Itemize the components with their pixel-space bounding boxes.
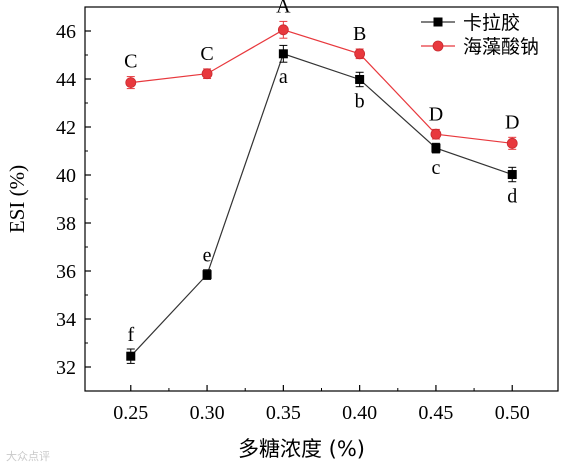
data-point <box>125 77 137 88</box>
x-tick-label: 0.40 <box>342 402 377 424</box>
data-label: C <box>124 51 137 73</box>
data-point <box>126 351 136 361</box>
data-label: b <box>355 91 365 113</box>
y-tick-label: 36 <box>56 261 76 283</box>
legend-label: 卡拉胶 <box>463 12 520 34</box>
x-axis-label: 多糖浓度 (%) <box>238 437 365 461</box>
y-tick-label: 44 <box>56 69 76 91</box>
watermark: 大众点评 <box>6 450 50 463</box>
series-line <box>130 29 513 144</box>
y-tick-label: 40 <box>56 165 76 187</box>
data-label: D <box>505 111 519 133</box>
x-tick-label: 0.30 <box>190 402 225 424</box>
x-tick-label: 0.25 <box>113 402 148 424</box>
plot-area: f e a b c d C C A B D D <box>124 0 519 364</box>
data-point <box>430 128 442 140</box>
data-point <box>507 170 517 180</box>
data-label: C <box>200 43 213 65</box>
x-tick-label: 0.35 <box>266 402 301 424</box>
data-label: a <box>279 66 288 88</box>
series-line <box>130 53 513 357</box>
y-tick-label: 32 <box>56 357 76 379</box>
y-tick-label: 42 <box>56 117 76 139</box>
data-point <box>201 68 213 80</box>
data-point <box>202 270 212 280</box>
y-tick-label: 46 <box>56 21 76 43</box>
legend-marker <box>432 40 444 52</box>
axes: 32 34 36 38 40 42 44 46 0.25 0.30 0.35 0.40 0.45 0.50… <box>5 6 559 461</box>
x-tick-label: 0.50 <box>495 402 530 424</box>
y-tick-label: 34 <box>56 309 76 331</box>
data-label: d <box>507 186 517 208</box>
data-point <box>506 137 518 149</box>
data-label: f <box>127 324 134 346</box>
data-point <box>431 143 441 153</box>
series-2: C C A B D D <box>124 0 519 150</box>
legend-label: 海藻酸钠 <box>463 36 539 58</box>
data-point <box>277 24 289 36</box>
data-point <box>355 74 365 84</box>
x-tick-label: 0.45 <box>418 402 453 424</box>
series-1: f e a b c d <box>126 44 517 364</box>
legend-marker <box>433 17 443 27</box>
data-label: D <box>429 103 443 125</box>
plot-frame <box>84 6 559 392</box>
data-label: B <box>353 23 366 45</box>
data-label: c <box>431 157 440 179</box>
data-point <box>354 48 366 60</box>
data-label: A <box>276 0 291 17</box>
y-tick-label: 38 <box>56 213 76 235</box>
data-point <box>278 49 288 59</box>
data-label: e <box>203 245 212 267</box>
y-axis-label: ESI (%) <box>5 165 29 233</box>
